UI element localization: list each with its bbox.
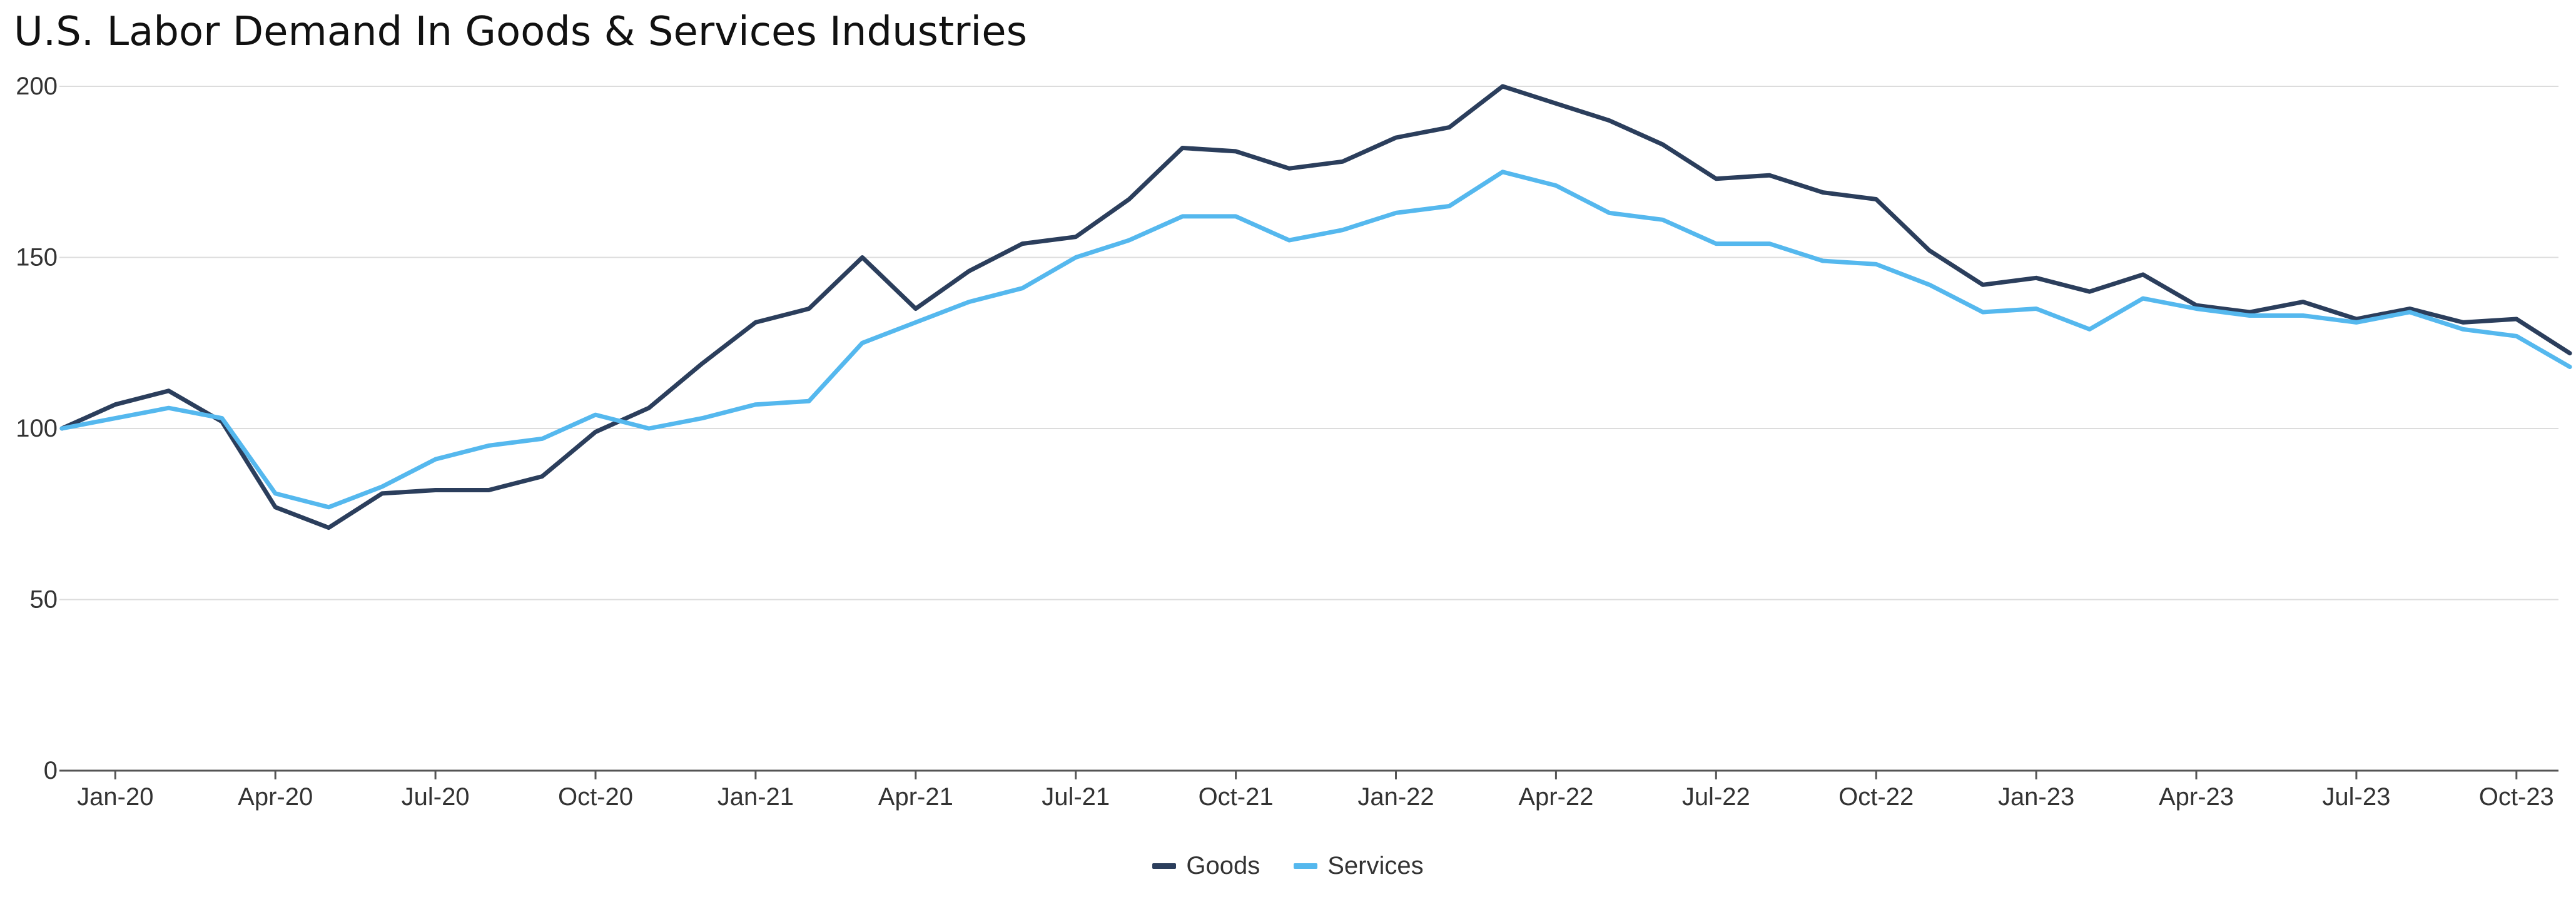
y-tick-label: 50 [30,586,58,614]
grid-lines [59,86,2558,601]
x-tick-label: Apr-22 [1518,783,1593,811]
series-line-services[interactable] [59,170,2572,510]
x-tick-label: Oct-21 [1199,783,1274,811]
legend-label-services: Services [1327,852,1424,879]
series-lines [59,84,2572,530]
x-tick-label: Jul-20 [402,783,470,811]
legend-swatch-services [1294,863,1318,869]
x-tick-label: Apr-21 [878,783,953,811]
x-tick-label: Oct-22 [1838,783,1914,811]
x-tick-label: Jan-21 [718,783,794,811]
x-tick-label: Jan-22 [1357,783,1434,811]
y-tick-label: 150 [16,244,58,271]
x-tick-label: Jan-20 [77,783,153,811]
x-tick-label: Oct-23 [2479,783,2554,811]
x-tick-label: Apr-23 [2159,783,2234,811]
chart-title: U.S. Labor Demand In Goods & Services In… [14,9,1027,55]
x-axis: Jan-20 Apr-20 Jul-20 Oct-20 Jan-21 Apr-21 Jul-… [59,769,2558,811]
x-tick-label: Jul-22 [1682,783,1750,811]
legend: Goods Services [0,852,2576,880]
x-tick-label: Jul-23 [2322,783,2390,811]
series-line-goods[interactable] [59,84,2572,530]
y-tick-label: 0 [44,757,58,784]
legend-item-services[interactable]: Services [1294,852,1424,880]
x-tick-label: Oct-20 [558,783,633,811]
y-tick-label: 200 [16,73,58,100]
legend-item-goods[interactable]: Goods [1152,852,1260,880]
legend-swatch-goods [1152,863,1177,869]
x-tick-label: Apr-20 [238,783,313,811]
y-tick-label: 100 [16,415,58,442]
legend-label-goods: Goods [1186,852,1260,879]
y-axis: 0 50 100 150 200 [16,73,58,784]
x-tick-label: Jul-21 [1042,783,1110,811]
x-tick-label: Jan-23 [1998,783,2074,811]
